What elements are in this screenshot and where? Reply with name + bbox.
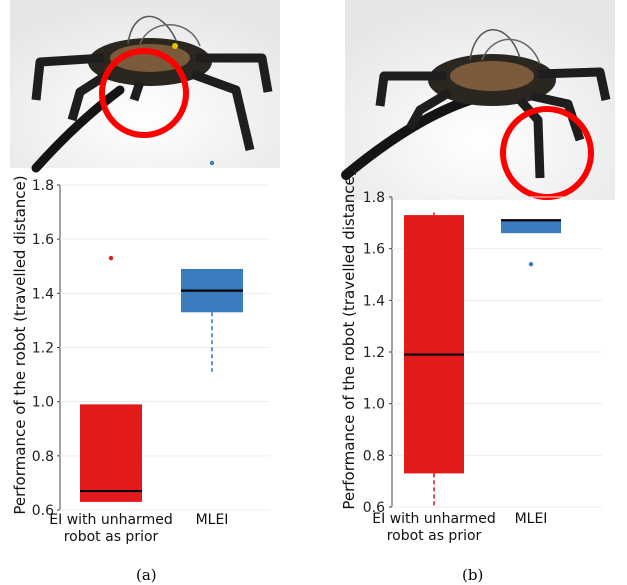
y-tick-label: 1.0 <box>32 395 54 411</box>
caption-b: (b) <box>462 566 484 584</box>
outlier-point-mlei <box>528 261 534 267</box>
y-axis-label: Performance of the robot (travelled dist… <box>340 170 358 509</box>
y-tick-label: 1.2 <box>32 341 54 357</box>
y-tick-label: 1.0 <box>363 397 385 413</box>
y-tick-label: 0.8 <box>363 448 385 464</box>
y-tick-label: 1.2 <box>363 345 385 361</box>
x-category-label: EI with unharmed <box>372 511 495 527</box>
y-tick-label: 1.8 <box>32 178 54 194</box>
y-tick-label: 0.6 <box>363 500 385 516</box>
y-tick-label: 1.4 <box>32 286 54 302</box>
x-category-label: MLEI <box>515 511 548 527</box>
y-tick-label: 1.6 <box>363 242 385 258</box>
y-axis-label: Performance of the robot (travelled dist… <box>11 175 29 514</box>
y-tick-label: 0.6 <box>32 503 54 519</box>
robot-photo-a <box>10 0 280 173</box>
box-ei <box>80 404 142 502</box>
robot-photo-b <box>341 0 615 200</box>
y-tick-label: 0.8 <box>32 449 54 465</box>
box-mlei <box>501 220 561 234</box>
highlight-circle-a <box>99 48 189 138</box>
y-tick-label: 1.8 <box>363 190 385 206</box>
outlier-point-ei <box>108 255 114 261</box>
x-category-label: robot as prior <box>387 528 482 544</box>
caption-a: (a) <box>136 566 157 584</box>
box-ei <box>404 215 464 474</box>
x-category-label: MLEI <box>196 512 229 528</box>
x-category-label: EI with unharmed <box>49 512 172 528</box>
x-category-label: robot as prior <box>64 529 159 545</box>
y-tick-label: 1.6 <box>32 232 54 248</box>
y-tick-label: 1.4 <box>363 293 385 309</box>
box-plot-b: 0.6 0.8 1.0 1.2 1.4 1.6 1.8 Performance of the … <box>340 170 602 544</box>
